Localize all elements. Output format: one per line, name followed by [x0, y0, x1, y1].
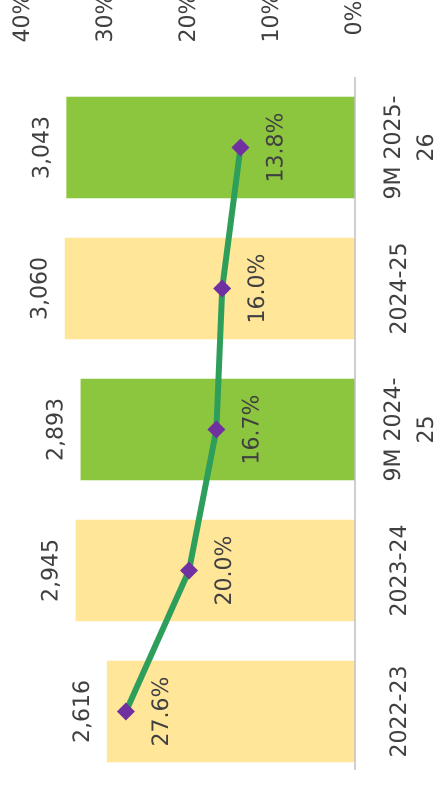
y2-tick-label: 0%: [342, 1, 367, 36]
x-tick-label: 2022-23: [387, 666, 412, 758]
marker: [180, 561, 198, 580]
rotated-plot: 0% 10% 20% 30% 40% 2,616 2,945 2,893 3,060 3,043 2…: [10, 0, 438, 770]
bar: [106, 660, 355, 763]
line-value-label: 16.7%: [239, 395, 264, 465]
line-value-label: 16.0%: [245, 254, 270, 324]
bar-value-label: 2,945: [39, 539, 64, 602]
bar-value-label: 2,893: [44, 398, 69, 461]
line-value-label: 13.8%: [263, 113, 288, 183]
y2-tick-label: 30%: [93, 0, 118, 42]
y2-tick-label: 10%: [259, 0, 284, 42]
line-value-label: 27.6%: [149, 677, 174, 747]
x-tick-label: 9M 2025- 26: [381, 96, 438, 200]
bar-value-label: 3,043: [29, 116, 54, 179]
x-tick-label: 9M 2024- 25: [381, 378, 438, 482]
marker: [213, 279, 232, 298]
bar: [75, 519, 355, 622]
bar: [64, 237, 355, 340]
bar-value-label: 3,060: [28, 257, 53, 320]
line-value-label: 20.0%: [212, 536, 237, 606]
marker: [207, 420, 226, 439]
bar: [66, 96, 356, 199]
y2-tick-label: 40%: [10, 0, 35, 42]
y2-tick-label: 20%: [176, 0, 201, 42]
x-tick-label: 2024-25: [387, 243, 412, 335]
x-tick-label: 2023-24: [387, 525, 412, 617]
bar-value-label: 2,616: [70, 680, 95, 743]
marker: [116, 702, 135, 721]
marker: [231, 138, 250, 157]
